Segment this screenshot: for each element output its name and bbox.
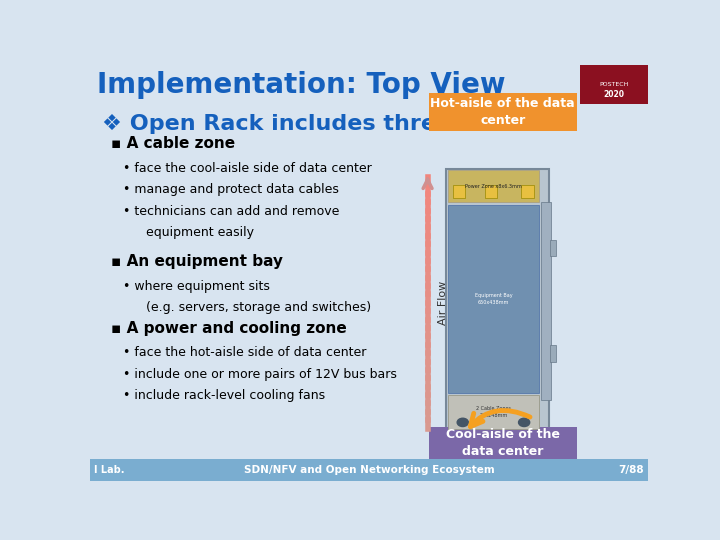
Text: Cool-aisle of the
data center: Cool-aisle of the data center <box>446 428 559 458</box>
FancyBboxPatch shape <box>90 459 648 481</box>
Text: 7/88: 7/88 <box>618 465 644 475</box>
Text: 2020: 2020 <box>603 90 624 99</box>
FancyBboxPatch shape <box>521 185 534 198</box>
Text: l Lab.: l Lab. <box>94 465 125 475</box>
Text: ▪ A cable zone: ▪ A cable zone <box>111 136 235 151</box>
FancyBboxPatch shape <box>485 185 498 198</box>
Circle shape <box>457 418 468 427</box>
Circle shape <box>518 418 530 427</box>
Text: equipment easily: equipment easily <box>130 226 254 239</box>
FancyBboxPatch shape <box>446 168 549 433</box>
FancyBboxPatch shape <box>428 93 577 131</box>
FancyBboxPatch shape <box>580 65 648 104</box>
Text: (e.g. servers, storage and switches): (e.g. servers, storage and switches) <box>130 301 372 314</box>
Text: SDN/NFV and Open Networking Ecosystem: SDN/NFV and Open Networking Ecosystem <box>243 465 495 475</box>
Text: • face the cool-aisle side of data center: • face the cool-aisle side of data cente… <box>124 162 372 175</box>
Text: • include one or more pairs of 12V bus bars: • include one or more pairs of 12V bus b… <box>124 368 397 381</box>
Text: POSTECH: POSTECH <box>599 82 629 87</box>
FancyBboxPatch shape <box>428 427 577 459</box>
Text: ❖ Open Rack includes three zones: ❖ Open Rack includes three zones <box>102 114 532 134</box>
Text: Air Flow: Air Flow <box>438 281 448 325</box>
Text: Power Zone x8x6.3mm: Power Zone x8x6.3mm <box>465 184 522 188</box>
Text: Hot-aisle of the data
center: Hot-aisle of the data center <box>431 97 575 127</box>
Text: ▪ An equipment bay: ▪ An equipment bay <box>111 254 283 269</box>
FancyBboxPatch shape <box>541 202 551 400</box>
Text: Implementation: Top View: Implementation: Top View <box>96 71 505 99</box>
FancyBboxPatch shape <box>550 240 557 256</box>
Text: Equipment Bay
650x438mm: Equipment Bay 650x438mm <box>474 293 512 305</box>
Text: 2 Cable Zones
25x248mm: 2 Cable Zones 25x248mm <box>476 406 511 418</box>
Text: • where equipment sits: • where equipment sits <box>124 280 270 293</box>
Text: ▪ A power and cooling zone: ▪ A power and cooling zone <box>111 321 347 335</box>
Text: • face the hot-aisle side of data center: • face the hot-aisle side of data center <box>124 346 367 359</box>
Text: • include rack-level cooling fans: • include rack-level cooling fans <box>124 389 325 402</box>
FancyBboxPatch shape <box>550 345 557 362</box>
FancyBboxPatch shape <box>453 185 465 198</box>
Text: • manage and protect data cables: • manage and protect data cables <box>124 183 339 197</box>
FancyBboxPatch shape <box>449 395 539 429</box>
Text: • technicians can add and remove: • technicians can add and remove <box>124 205 340 218</box>
FancyBboxPatch shape <box>449 171 539 201</box>
FancyBboxPatch shape <box>449 205 539 393</box>
